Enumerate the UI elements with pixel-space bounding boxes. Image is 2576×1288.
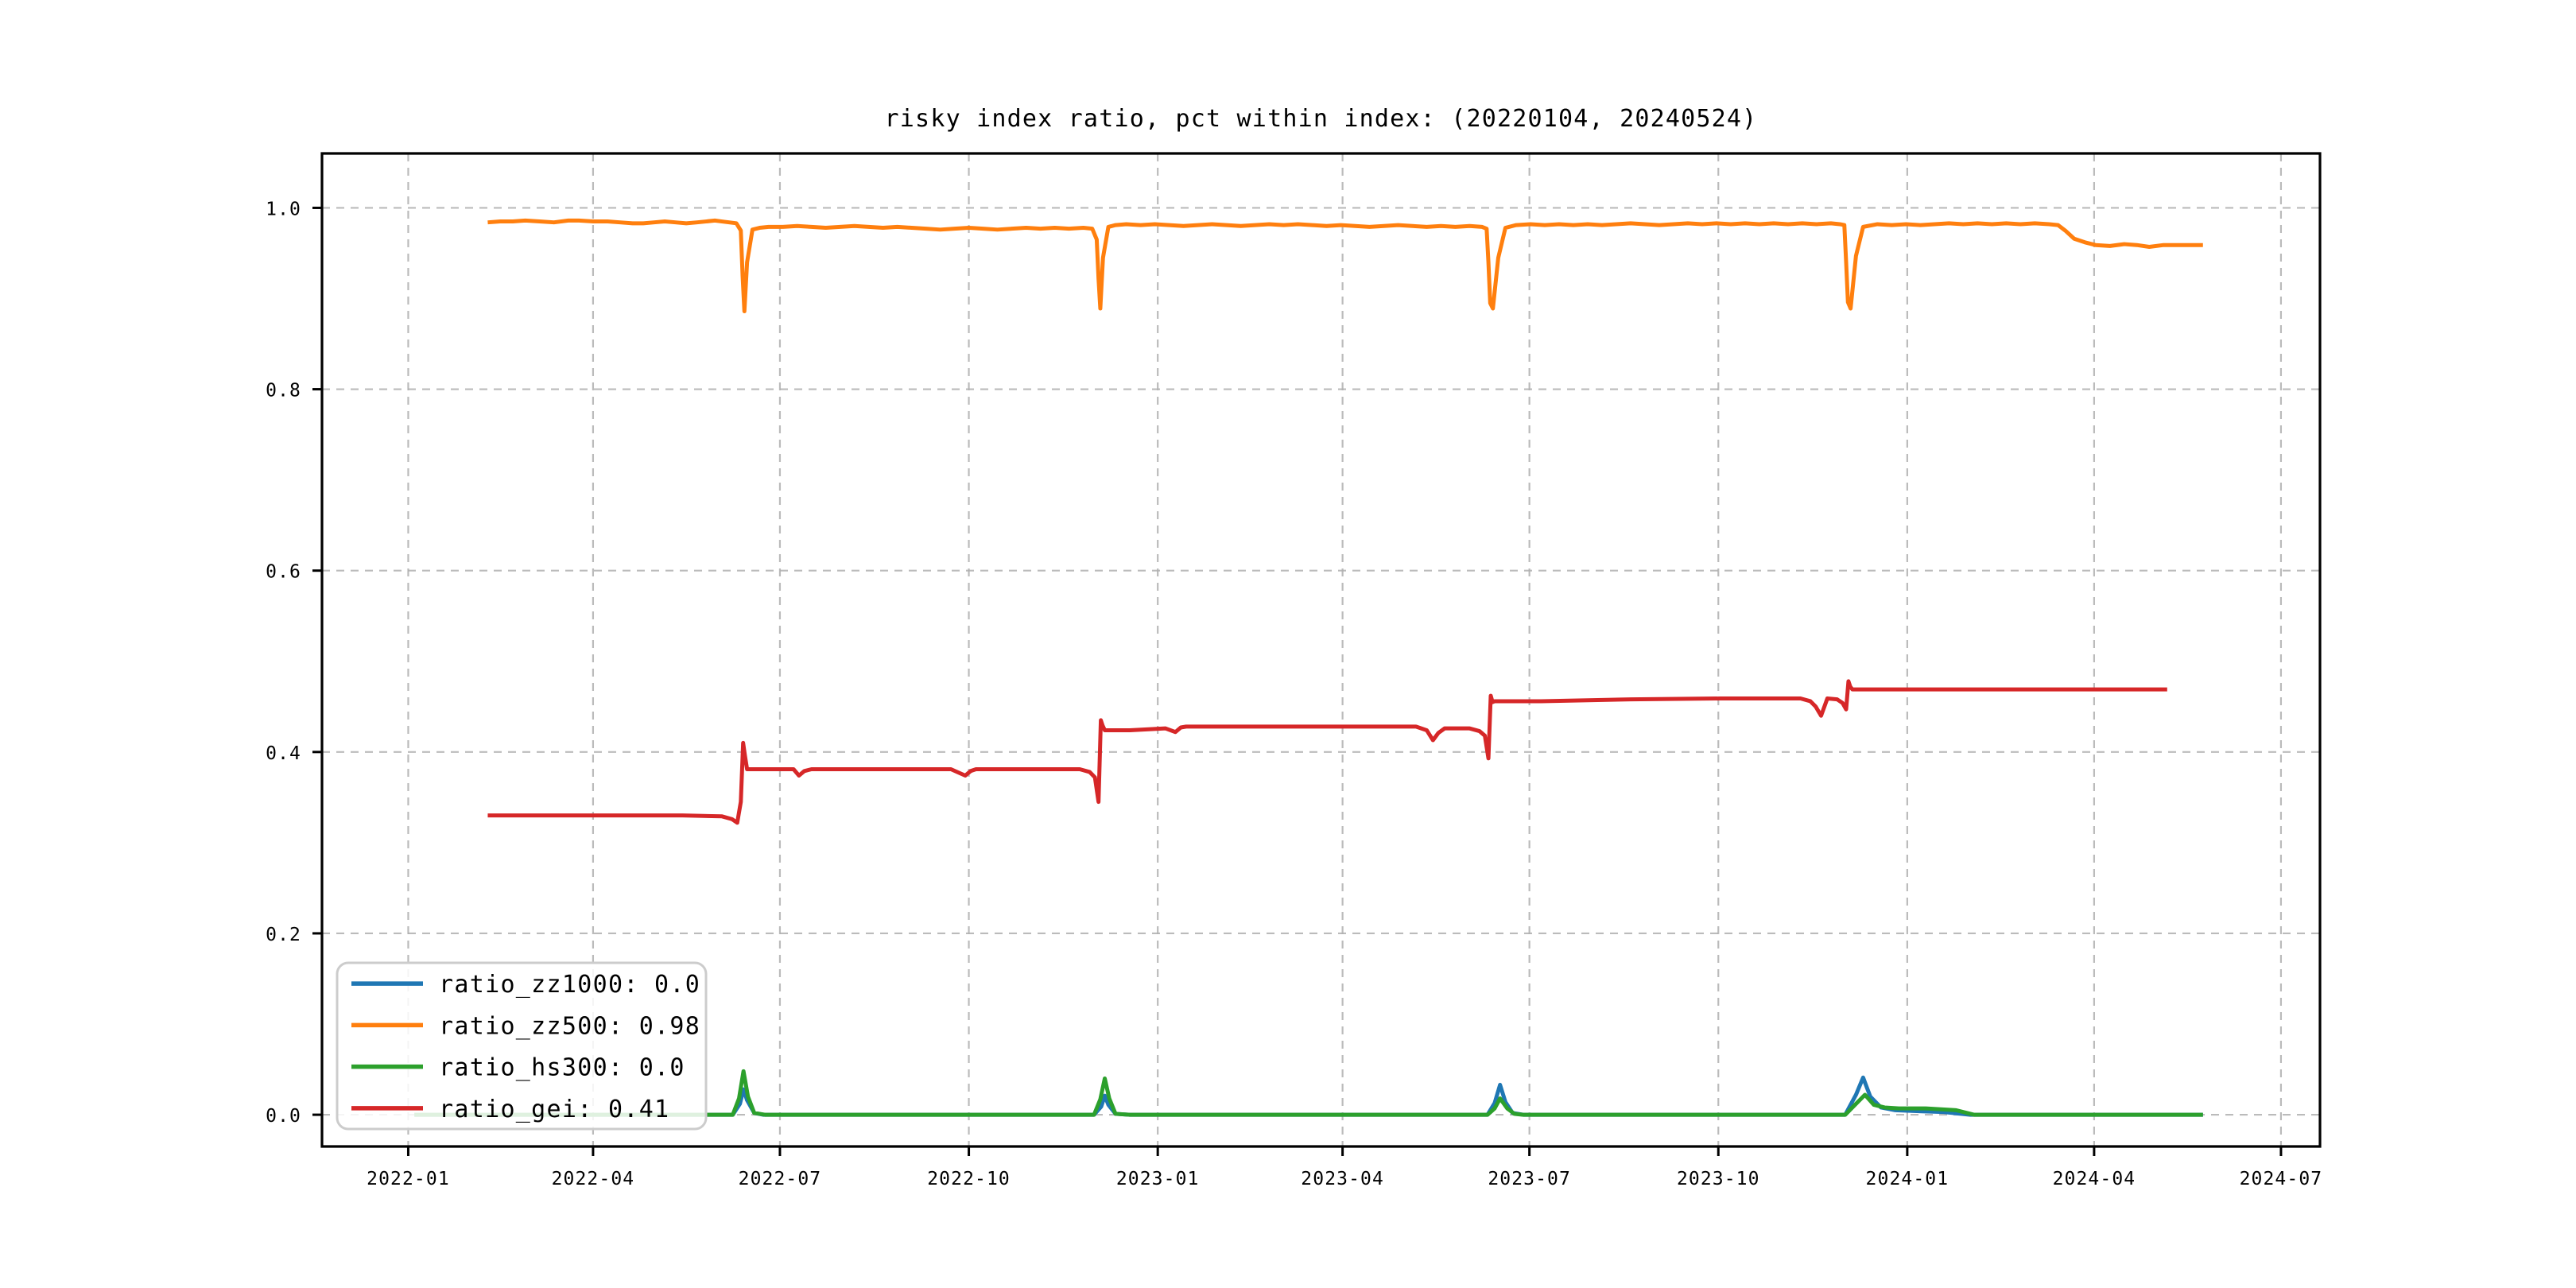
legend-label-ratio_zz500[interactable]: ratio_zz500: 0.98 [439,1012,700,1040]
y-tick-label: 1.0 [266,199,301,219]
x-tick-label: 2022-07 [739,1169,822,1189]
x-tick-label: 2023-07 [1488,1169,1571,1189]
y-tick-label: 0.2 [266,925,301,945]
y-tick-label: 0.0 [266,1106,301,1127]
series-line-ratio_zz500 [487,218,2203,313]
y-tick-label: 0.4 [266,743,301,764]
legend-label-ratio_hs300[interactable]: ratio_hs300: 0.0 [439,1054,685,1082]
axis-spines [320,152,2322,1148]
tick-labels: 0.0 0.2 0.4 0.6 0.8 1.0 2022-01 2022-04 2022-07 2… [266,199,2322,1189]
axes-frame [320,152,2322,1148]
legend-label-ratio_gei[interactable]: ratio_gei: 0.41 [439,1096,669,1123]
series-line-ratio_hs300 [414,1069,2203,1117]
x-tick-label: 2024-04 [2053,1169,2136,1189]
chart-legend[interactable]: ratio_zz1000: 0.0 ratio_zz500: 0.98 ratio_… [336,961,708,1131]
x-tick-label: 2022-01 [367,1169,450,1189]
data-series-layer [414,218,2203,1117]
x-tick-label: 2023-10 [1677,1169,1760,1189]
y-tick-label: 0.8 [266,381,301,402]
legend-background [336,961,708,1131]
x-tick-label: 2023-04 [1301,1169,1384,1189]
legend-label-ratio_zz1000[interactable]: ratio_zz1000: 0.0 [439,971,700,999]
x-tick-label: 2022-04 [552,1169,635,1189]
x-tick-label: 2022-10 [927,1169,1011,1189]
series-line-ratio_gei [487,679,2167,825]
axis-ticks [312,206,2283,1156]
x-tick-label: 2023-01 [1116,1169,1200,1189]
chart-title: risky index ratio, pct within index: (20… [885,105,1758,133]
x-tick-label: 2024-07 [2240,1169,2323,1189]
y-tick-label: 0.6 [266,562,301,583]
x-tick-label: 2024-01 [1866,1169,1949,1189]
